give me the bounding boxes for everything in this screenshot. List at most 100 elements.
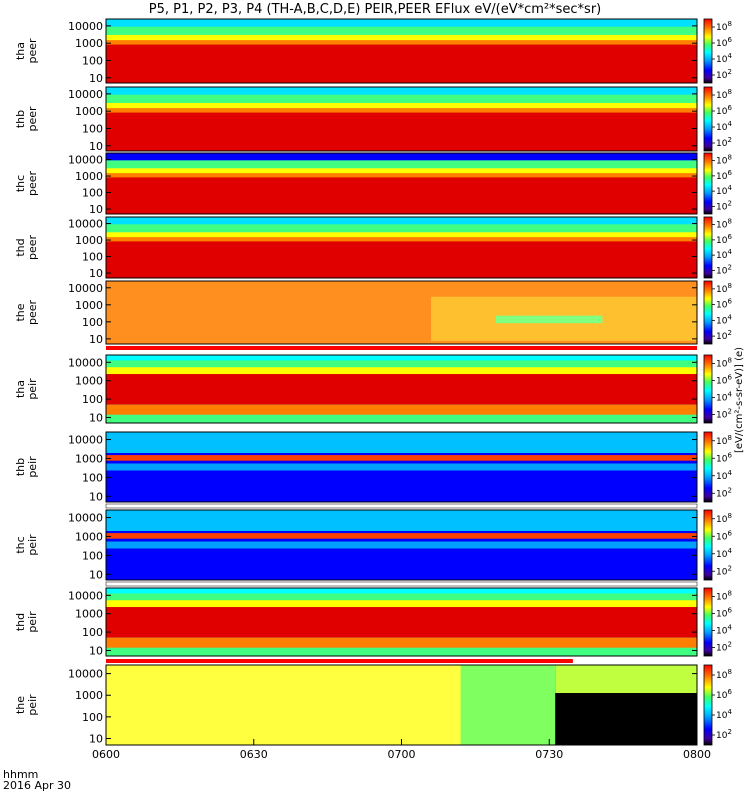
- colorbar-tick-label: 102: [716, 329, 732, 342]
- x-tick-label: 0800: [683, 748, 711, 761]
- colorbar: [703, 280, 713, 345]
- colorbar-tick-label: 108: [716, 668, 732, 681]
- x-tick-label: 0730: [535, 748, 563, 761]
- y-tick-label: 1000: [75, 530, 103, 543]
- panel-frame: [105, 509, 698, 581]
- spectrogram-band-cyan: [106, 432, 697, 453]
- colorbar-tick-label: 102: [716, 641, 732, 654]
- spectrogram-band-yellow: [106, 168, 697, 176]
- x-tick-label: 0700: [388, 748, 416, 761]
- colorbar-tick-label: 108: [716, 590, 732, 603]
- colorbar-tick-label: 104: [716, 120, 732, 133]
- spectrogram-band-highE: [555, 665, 697, 693]
- y-tick-label: 10: [89, 333, 103, 346]
- spectrogram-band-orange: [106, 40, 697, 47]
- spectrogram-band-lightblue: [106, 463, 697, 471]
- colorbar-tick-label: 108: [716, 88, 732, 101]
- colorbar-tick-label: 104: [716, 52, 732, 65]
- panel-label: thcpeer: [14, 171, 39, 197]
- data-gap-bar: [106, 346, 697, 350]
- y-tick-label: 1000: [75, 37, 103, 50]
- panel-frame: [105, 216, 698, 279]
- panel-frame: [105, 152, 698, 215]
- colorbar-tick-label: 102: [716, 199, 732, 212]
- panel-thc-peer: 10 100 1000 10000 thcpeer 102 104 106 108: [14, 152, 732, 216]
- panel-label: thapeir: [14, 378, 39, 400]
- spectrogram-band-green: [460, 665, 556, 745]
- spectrogram-band-orange: [106, 637, 697, 648]
- spectrogram-band-lightblue: [106, 541, 697, 549]
- spectrogram-band-red: [106, 374, 697, 405]
- spectrogram-band-yellow: [106, 35, 697, 43]
- spectrogram-band-green: [496, 315, 603, 324]
- spectrogram-band-orange: [106, 173, 697, 180]
- colorbar: [703, 152, 713, 215]
- spectrogram-band-yellow: [106, 103, 697, 111]
- colorbar-tick-label: 102: [716, 486, 732, 499]
- colorbar: [703, 18, 713, 84]
- colorbar: [703, 587, 713, 657]
- y-tick-label: 10: [89, 203, 103, 216]
- colorbar-tick-label: 108: [716, 20, 732, 33]
- spectrogram-band-red: [106, 533, 697, 539]
- colorbar: [703, 86, 713, 152]
- spectrogram-band-red: [106, 241, 697, 278]
- data-gap-bar: [105, 581, 698, 587]
- spectrogram-band-red: [106, 177, 697, 214]
- colorbar-tick-label: 104: [716, 391, 732, 404]
- colorbar-tick-label: 102: [716, 68, 732, 81]
- spectrogram-band-green: [106, 26, 697, 39]
- colorbar-tick-label: 106: [716, 529, 732, 542]
- panel-frame: [105, 354, 698, 424]
- colorbar: [703, 509, 713, 581]
- panel-label: thdpeer: [14, 235, 39, 261]
- colorbar-tick-label: 106: [716, 36, 732, 49]
- y-tick-label: 1000: [75, 299, 103, 312]
- y-tick-label: 10000: [68, 282, 103, 295]
- spectrogram-band-orange: [106, 108, 697, 115]
- y-tick-label: 10: [89, 490, 103, 503]
- spectrogram-band-yellow: [106, 600, 697, 609]
- panel-label: thcpeir: [14, 534, 39, 556]
- colorbar-tick-label: 102: [716, 728, 732, 741]
- panel-frame: [105, 86, 698, 152]
- y-tick-label: 1000: [75, 234, 103, 247]
- panel-label: thbpeer: [14, 106, 39, 132]
- panel-label: thdpeir: [14, 611, 39, 633]
- colorbar-tick-label: 106: [716, 233, 732, 246]
- panel-label: thapeer: [14, 38, 39, 64]
- panel-frame: [105, 280, 698, 345]
- spectrogram-band-yellow: [106, 367, 697, 376]
- y-tick-label: 100: [82, 122, 103, 135]
- y-tick-label: 10: [89, 72, 103, 85]
- y-tick-label: 100: [82, 316, 103, 329]
- colorbar-tick-label: 108: [716, 218, 732, 231]
- y-tick-label: 10000: [68, 434, 103, 447]
- colorbar-tick-label: 102: [716, 136, 732, 149]
- y-tick-label: 10000: [68, 20, 103, 33]
- colorbar-tick-label: 106: [716, 451, 732, 464]
- panel-label: thepeir: [14, 694, 39, 716]
- spectrogram-band-red: [106, 455, 697, 461]
- colorbar-tick-label: 104: [716, 184, 732, 197]
- colorbar-tick-label: 104: [716, 708, 732, 721]
- y-tick-label: 10: [89, 411, 103, 424]
- colorbar: [703, 431, 713, 503]
- spectrogram-band-green: [106, 224, 697, 236]
- y-tick-label: 10000: [68, 356, 103, 369]
- x-tick-label: 0630: [240, 748, 268, 761]
- spectrogram-band-orange: [106, 404, 697, 415]
- colorbar-tick-label: 108: [716, 154, 732, 167]
- y-tick-label: 1000: [75, 170, 103, 183]
- y-tick-label: 100: [82, 549, 103, 562]
- y-tick-label: 10: [89, 644, 103, 657]
- colorbar-tick-label: 106: [716, 374, 732, 387]
- colorbar-tick-label: 106: [716, 607, 732, 620]
- colorbar: [703, 354, 713, 424]
- colorbar-tick-label: 108: [716, 282, 732, 295]
- panel-frame: [105, 587, 698, 657]
- y-tick-label: 100: [82, 393, 103, 406]
- spectrogram-band-cyan: [106, 510, 697, 531]
- y-tick-label: 1000: [75, 689, 103, 702]
